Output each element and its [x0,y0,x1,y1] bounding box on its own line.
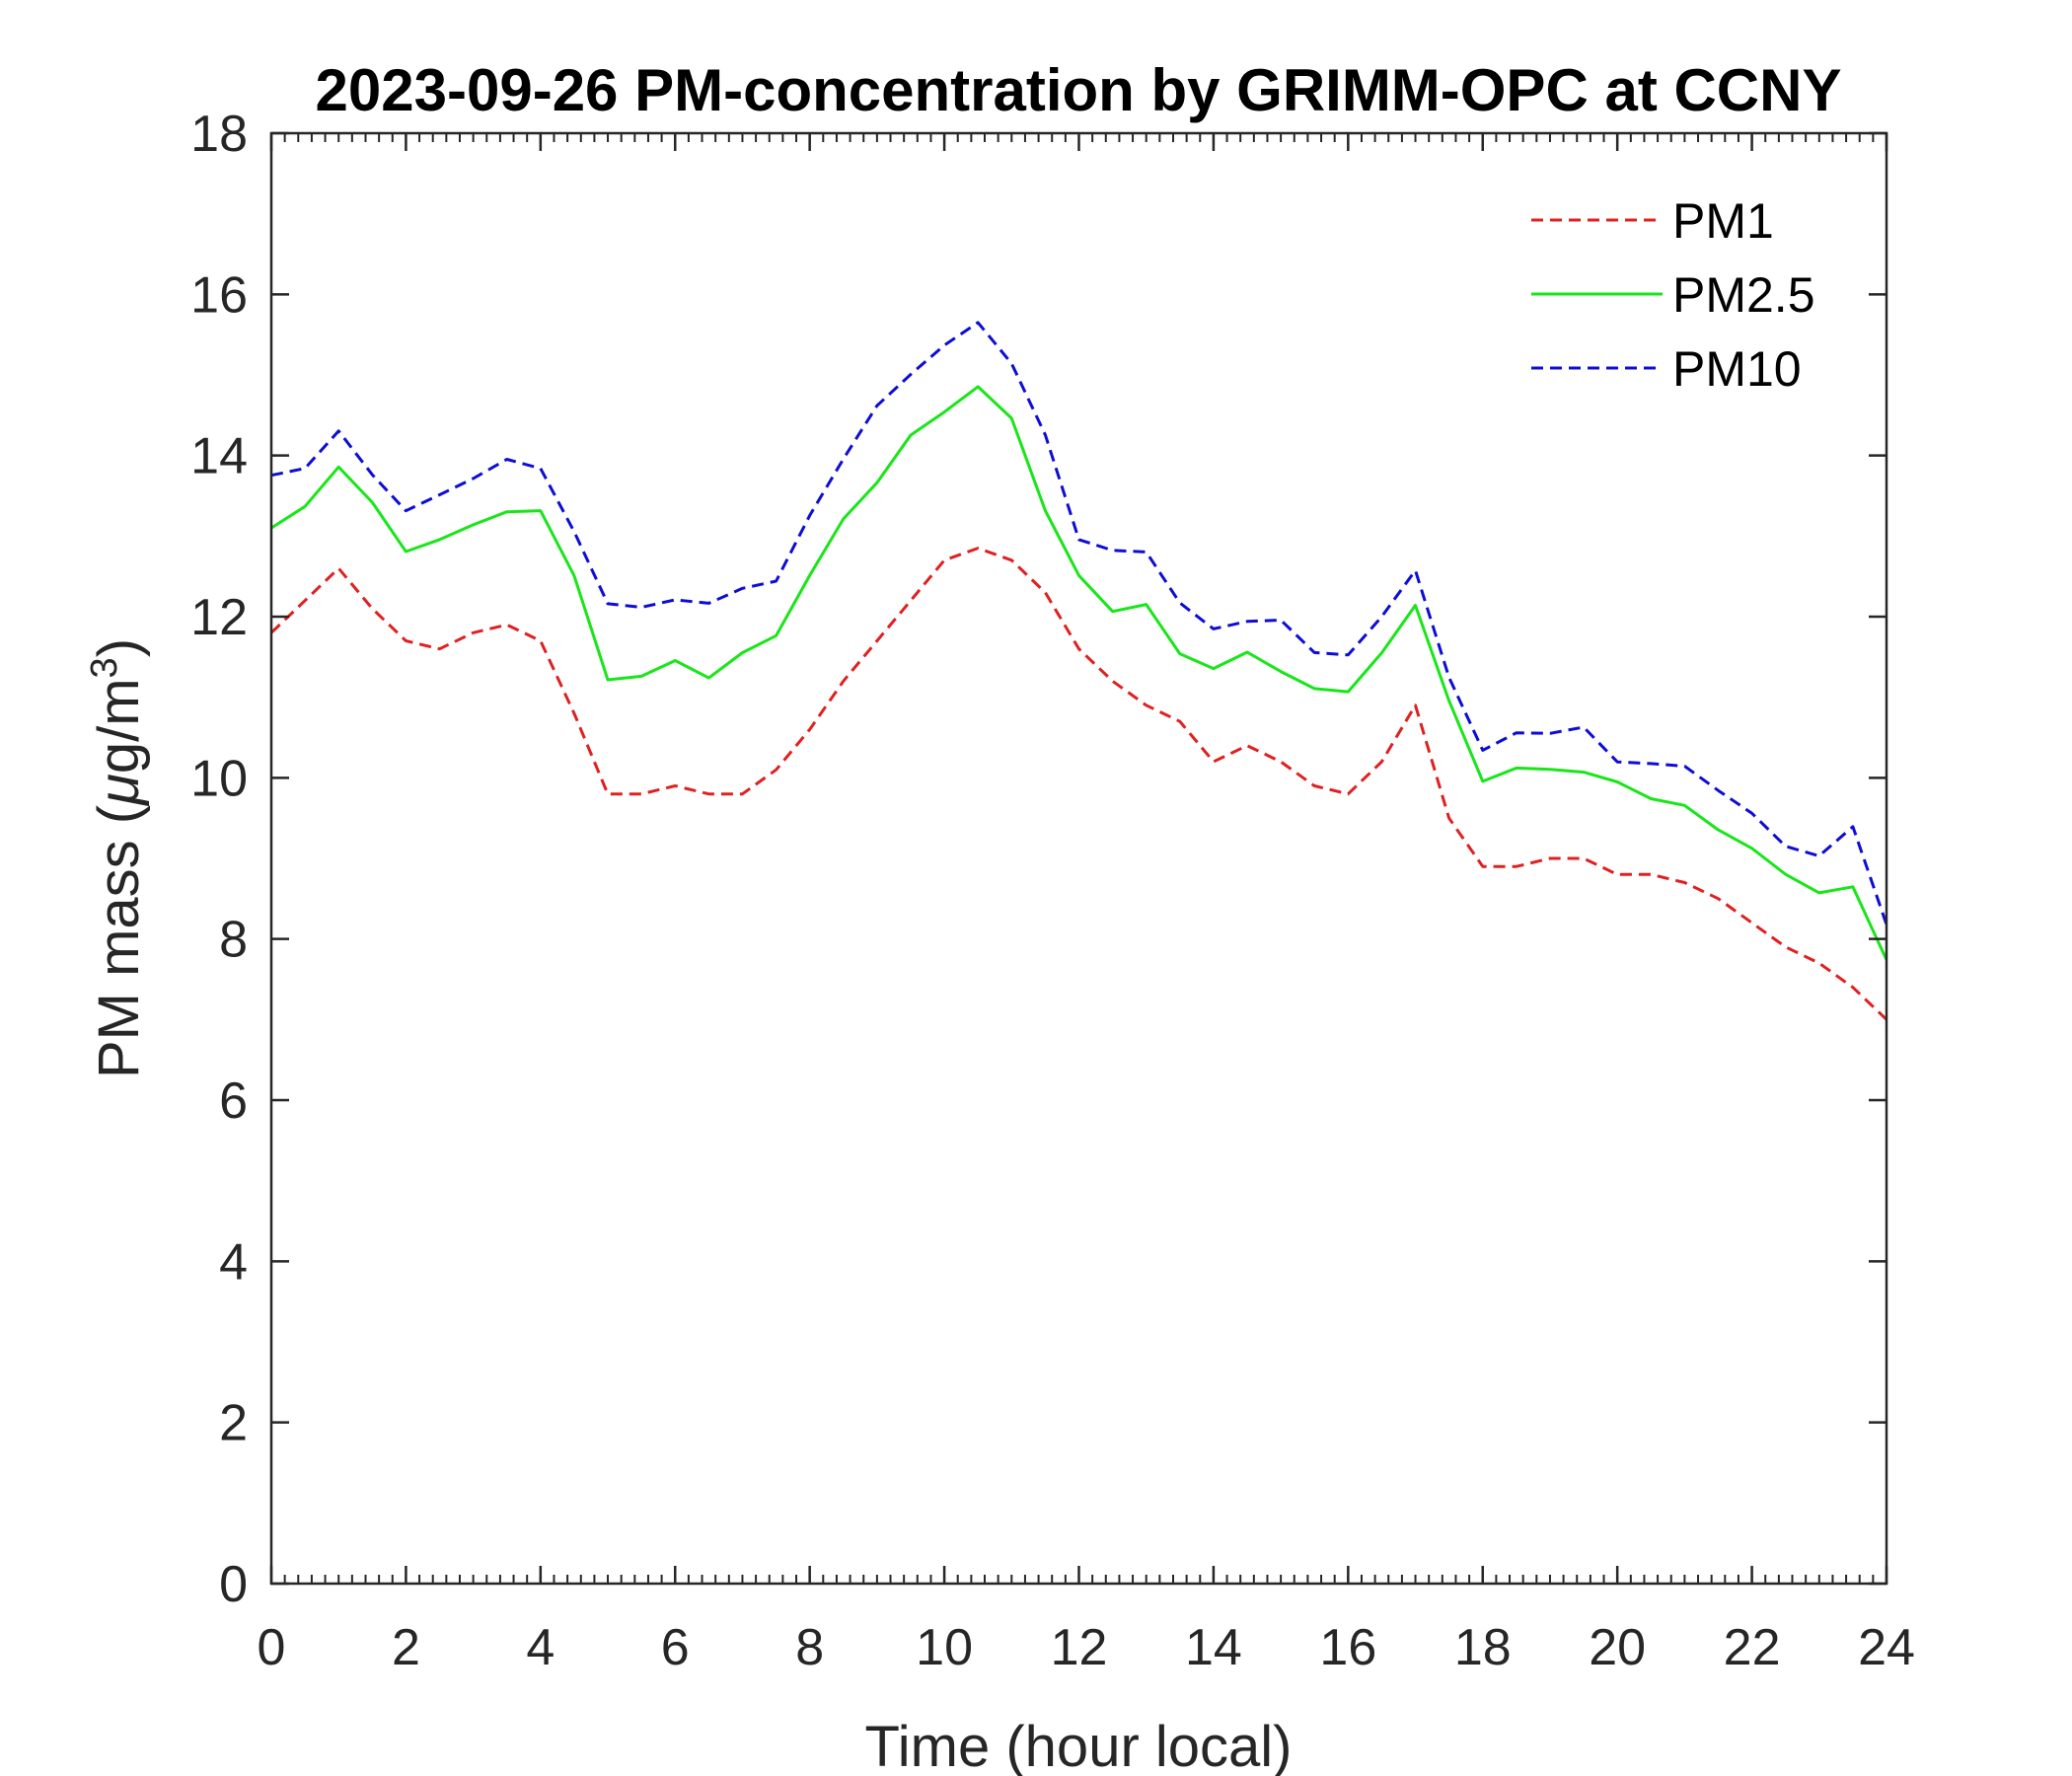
y-axis-label-mu: μ [87,774,151,807]
x-tick-label: 0 [258,1619,286,1676]
legend-label-pm10: PM10 [1672,341,1802,397]
y-axis-label-main: PM mass ( [87,805,151,1078]
x-tick-label: 10 [916,1619,973,1676]
y-tick-label: 0 [219,1556,248,1613]
legend-label-pm2-5: PM2.5 [1672,267,1815,323]
x-tick-label: 12 [1051,1619,1108,1676]
y-tick-label: 4 [219,1233,248,1291]
y-tick-label: 10 [190,750,248,807]
y-axis-label-unit: g/m [87,678,151,774]
x-tick-label: 2 [392,1619,420,1676]
series-line-pm10 [270,321,1888,925]
y-axis-label-superscript: 3 [84,657,125,678]
y-tick-label: 6 [219,1073,248,1130]
y-axis-label: PM mass (μg/m3) [84,638,151,1078]
series-line-pm2-5 [270,385,1888,961]
y-tick-label: 8 [219,912,248,969]
chart-title: 2023-09-26 PM-concentration by GRIMM-OPC… [316,57,1842,123]
x-tick-label: 20 [1589,1619,1646,1676]
y-tick-label: 14 [190,428,248,485]
x-tick-label: 22 [1724,1619,1781,1676]
y-tick-label: 16 [190,266,248,324]
plot-area [271,133,1887,1584]
y-tick-label: 18 [190,106,248,163]
y-axis-label-close: ) [87,638,151,657]
x-tick-label: 18 [1454,1619,1512,1676]
x-tick-label: 14 [1185,1619,1242,1676]
legend: PM1 PM2.5 PM10 [1531,193,1815,397]
x-tick-label: 6 [661,1619,690,1676]
legend-label-pm1: PM1 [1672,193,1774,249]
series-line-pm1 [269,547,1888,1021]
x-tick-label: 24 [1858,1619,1915,1676]
y-tick-label: 2 [219,1395,248,1452]
x-tick-label: 16 [1319,1619,1376,1676]
y-tick-label: 12 [190,589,248,646]
x-tick-label: 8 [795,1619,824,1676]
x-axis-label: Time (hour local) [865,1715,1293,1776]
series-layer [269,321,1888,1021]
x-tick-label: 4 [526,1619,555,1676]
